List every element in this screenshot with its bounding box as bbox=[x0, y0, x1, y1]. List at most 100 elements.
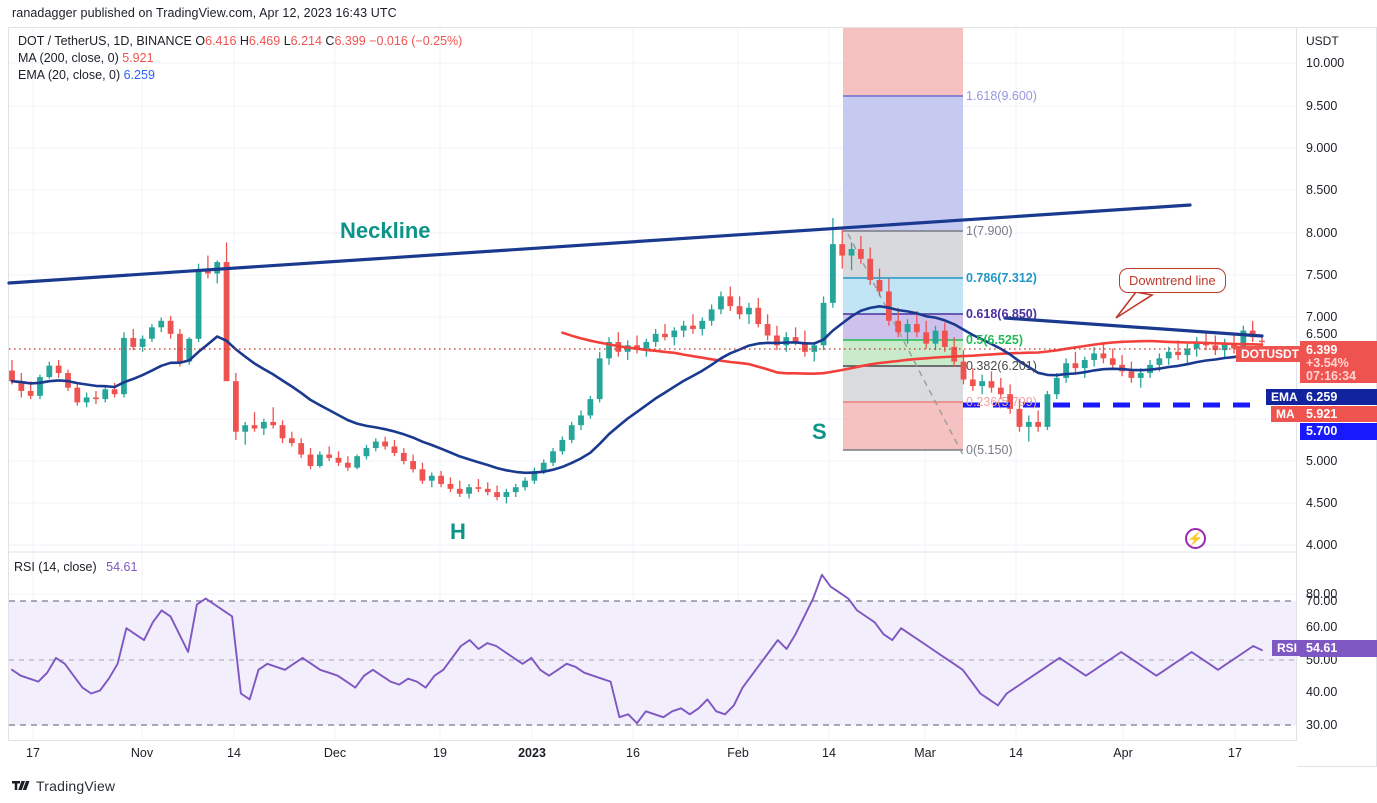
candle-body bbox=[27, 390, 34, 396]
shoulder-label[interactable]: S bbox=[812, 419, 827, 444]
time-tick: Dec bbox=[323, 746, 347, 760]
candle-body bbox=[568, 425, 575, 440]
candle-body bbox=[102, 389, 109, 400]
candle-body bbox=[755, 307, 762, 325]
price-tick: 8.500 bbox=[1306, 183, 1338, 197]
candle-body bbox=[428, 475, 435, 481]
neckline-label[interactable]: Neckline bbox=[340, 218, 431, 243]
candle-body bbox=[830, 244, 836, 303]
legend-symbol-row: DOT / TetherUS, 1D, BINANCE O6.416 H6.46… bbox=[18, 33, 462, 50]
rsi-tag-badge: RSI bbox=[1272, 640, 1303, 656]
candle-body bbox=[1007, 394, 1014, 409]
callout-pointer bbox=[1115, 291, 1155, 319]
legend-open: 6.416 bbox=[205, 34, 237, 48]
price-tick: 10.000 bbox=[1306, 56, 1345, 70]
candle-body bbox=[1044, 394, 1051, 427]
candle-body bbox=[969, 379, 976, 387]
fib-level-label: 0(5.150) bbox=[966, 443, 1013, 457]
candle-body bbox=[55, 365, 62, 374]
legend-low: 6.214 bbox=[290, 34, 322, 48]
downtrend-trendline bbox=[1003, 316, 1264, 338]
candle-body bbox=[456, 488, 463, 494]
time-tick: 19 bbox=[433, 746, 447, 760]
publisher-line: ranadagger published on TradingView.com,… bbox=[12, 6, 397, 20]
price-tick: 6.500 bbox=[1306, 327, 1338, 341]
legend-ema-title[interactable]: EMA (20, close, 0) bbox=[18, 68, 121, 82]
candle-body bbox=[746, 307, 752, 315]
candle-body bbox=[121, 337, 127, 395]
candle-body bbox=[270, 421, 277, 426]
rsi-tick: 80.00 bbox=[1306, 587, 1338, 601]
candle-body bbox=[531, 470, 538, 481]
candlestick-series bbox=[9, 218, 1265, 504]
candle-body bbox=[727, 296, 734, 307]
candle-body bbox=[503, 492, 510, 497]
price-tick: 9.000 bbox=[1306, 141, 1338, 155]
time-tick: 16 bbox=[626, 746, 640, 760]
candle-body bbox=[9, 370, 15, 382]
head-label[interactable]: H bbox=[450, 519, 466, 544]
rsi-tick: 70.00 bbox=[1306, 594, 1338, 608]
candle-body bbox=[839, 244, 846, 256]
candle-body bbox=[606, 342, 612, 359]
candle-body bbox=[680, 325, 687, 331]
candle-body bbox=[979, 381, 986, 387]
chart-legend: DOT / TetherUS, 1D, BINANCE O6.416 H6.46… bbox=[18, 33, 462, 84]
candle-body bbox=[242, 425, 249, 432]
legend-high-label: H bbox=[239, 34, 249, 48]
candle-body bbox=[130, 337, 137, 347]
candle-body bbox=[382, 441, 389, 447]
fib-level-label: 0.5(6.525) bbox=[966, 333, 1023, 347]
legend-close-label: C bbox=[325, 34, 335, 48]
candle-body bbox=[1221, 343, 1228, 351]
time-scale[interactable] bbox=[8, 740, 1297, 767]
rsi-tick: 30.00 bbox=[1306, 718, 1338, 732]
footer-branding: TradingView bbox=[12, 778, 115, 794]
candle-body bbox=[1184, 348, 1191, 356]
candle-body bbox=[37, 377, 43, 396]
candle-body bbox=[1100, 353, 1107, 359]
fib-level-label: 0.786(7.312) bbox=[966, 271, 1037, 285]
tradingview-brand: TradingView bbox=[36, 778, 116, 794]
rsi-line bbox=[11, 573, 1263, 725]
candle-body bbox=[1072, 363, 1079, 369]
candle-body bbox=[1128, 371, 1135, 378]
candle-body bbox=[1081, 359, 1088, 369]
legend-open-label: O bbox=[195, 34, 206, 48]
fib-level-label: 0.236(5.799) bbox=[966, 395, 1037, 409]
legend-symbol[interactable]: DOT / TetherUS, 1D, BINANCE bbox=[18, 34, 192, 48]
fib-level-label: 0.382(6.201) bbox=[966, 359, 1037, 373]
fib-level-label: 1.618(9.600) bbox=[966, 89, 1037, 103]
candle-body bbox=[857, 249, 864, 259]
last-price-badge: 6.399 +3.54% 07:16:34 bbox=[1300, 341, 1377, 383]
candle-body bbox=[223, 262, 230, 382]
price-tick: 5.000 bbox=[1306, 454, 1338, 468]
candle-body bbox=[447, 483, 454, 489]
candle-body bbox=[1240, 330, 1247, 349]
candle-body bbox=[904, 324, 911, 333]
downtrend-callout[interactable]: Downtrend line bbox=[1119, 268, 1226, 293]
lightning-bolt-icon[interactable]: ⚡ bbox=[1185, 528, 1206, 549]
rsi-legend[interactable]: RSI (14, close) 54.61 bbox=[14, 560, 137, 574]
candle-body bbox=[941, 330, 948, 347]
candle-body bbox=[792, 337, 799, 343]
legend-low-label: L bbox=[283, 34, 291, 48]
candle-body bbox=[578, 415, 584, 426]
candle-body bbox=[326, 454, 333, 458]
candle-body bbox=[699, 320, 706, 329]
legend-ma-title[interactable]: MA (200, close, 0) bbox=[18, 51, 119, 65]
price-tick: 9.500 bbox=[1306, 99, 1338, 113]
price-tick: 4.000 bbox=[1306, 538, 1338, 552]
candle-body bbox=[550, 451, 556, 463]
time-tick: 2023 bbox=[518, 746, 546, 760]
candle-body bbox=[559, 439, 566, 452]
legend-close: 6.399 bbox=[334, 34, 366, 48]
candle-body bbox=[494, 492, 500, 497]
ma-200-line bbox=[561, 331, 1264, 375]
legend-change: −0.016 (−0.25%) bbox=[369, 34, 463, 48]
time-tick: Mar bbox=[914, 746, 936, 760]
candle-body bbox=[279, 425, 286, 439]
fib-level-label: 1(7.900) bbox=[966, 224, 1013, 238]
